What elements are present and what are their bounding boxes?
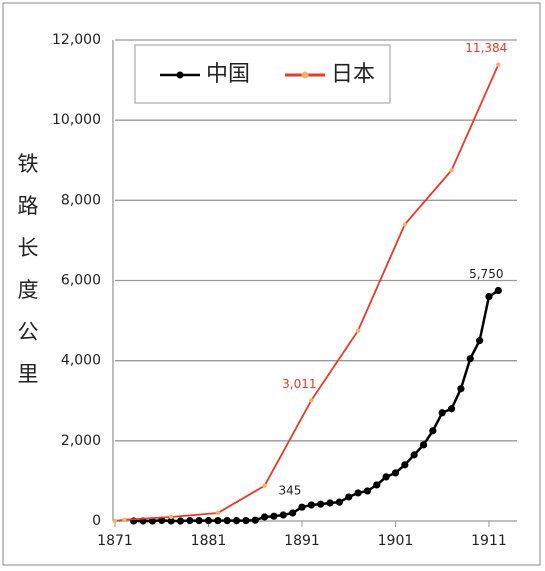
point bbox=[419, 441, 428, 449]
point bbox=[401, 461, 409, 469]
point bbox=[309, 398, 314, 403]
legend-marker bbox=[301, 71, 309, 79]
point bbox=[279, 511, 287, 519]
point bbox=[223, 516, 231, 525]
point bbox=[232, 516, 241, 525]
point bbox=[176, 517, 185, 525]
point bbox=[112, 518, 118, 524]
point bbox=[355, 328, 361, 333]
point bbox=[402, 222, 408, 227]
point bbox=[494, 286, 502, 295]
point bbox=[447, 405, 456, 413]
point bbox=[195, 516, 203, 525]
point bbox=[382, 473, 390, 481]
point bbox=[148, 517, 156, 525]
y-tick-label: 2,000 bbox=[61, 433, 101, 449]
point bbox=[122, 517, 127, 522]
point bbox=[204, 516, 213, 525]
value-label: 345 bbox=[279, 484, 302, 498]
point bbox=[270, 512, 278, 520]
point bbox=[354, 489, 362, 497]
point bbox=[345, 493, 353, 501]
point bbox=[167, 517, 175, 525]
y-tick-label: 6,000 bbox=[61, 273, 101, 289]
point bbox=[260, 513, 269, 521]
x-tick-label: 1891 bbox=[284, 533, 320, 549]
y-tick-label: 12,000 bbox=[52, 32, 101, 48]
value-label: 11,384 bbox=[465, 41, 507, 55]
point bbox=[466, 355, 474, 363]
line bbox=[133, 289, 499, 523]
point bbox=[373, 481, 381, 489]
point bbox=[307, 501, 315, 509]
point bbox=[298, 503, 306, 511]
point bbox=[449, 168, 454, 173]
y-tick-label: 4,000 bbox=[61, 353, 101, 369]
legend-label: 中国 bbox=[206, 62, 250, 87]
point bbox=[457, 385, 465, 393]
point bbox=[326, 499, 334, 507]
point bbox=[438, 409, 446, 417]
point bbox=[262, 483, 267, 488]
value-label: 3,011 bbox=[282, 377, 316, 391]
point bbox=[363, 487, 372, 495]
point bbox=[289, 509, 297, 517]
y-tick-label: 0 bbox=[92, 513, 101, 529]
value-label: 5,750 bbox=[469, 267, 503, 281]
point bbox=[251, 516, 259, 524]
point bbox=[391, 469, 400, 477]
x-tick-label: 1901 bbox=[378, 533, 414, 549]
point bbox=[215, 510, 221, 516]
point bbox=[168, 514, 174, 520]
line bbox=[114, 64, 500, 522]
x-tick-label: 1881 bbox=[191, 533, 227, 549]
point bbox=[476, 337, 484, 345]
y-axis-label: 铁路长度公里 bbox=[18, 152, 39, 386]
point bbox=[186, 516, 194, 525]
x-tick-label: 1911 bbox=[471, 533, 507, 549]
x-tick-label: 1871 bbox=[97, 533, 133, 549]
point bbox=[335, 498, 343, 506]
point bbox=[242, 516, 250, 525]
point bbox=[485, 292, 493, 301]
point bbox=[214, 516, 222, 525]
point bbox=[410, 451, 418, 459]
point bbox=[317, 500, 325, 508]
y-tick-label: 8,000 bbox=[61, 192, 101, 208]
legend-marker bbox=[176, 71, 184, 79]
legend-label: 日本 bbox=[331, 62, 375, 87]
y-tick-label: 10,000 bbox=[52, 112, 101, 128]
point bbox=[429, 427, 437, 435]
point bbox=[158, 516, 166, 524]
point bbox=[496, 62, 501, 67]
frame bbox=[2, 2, 541, 566]
